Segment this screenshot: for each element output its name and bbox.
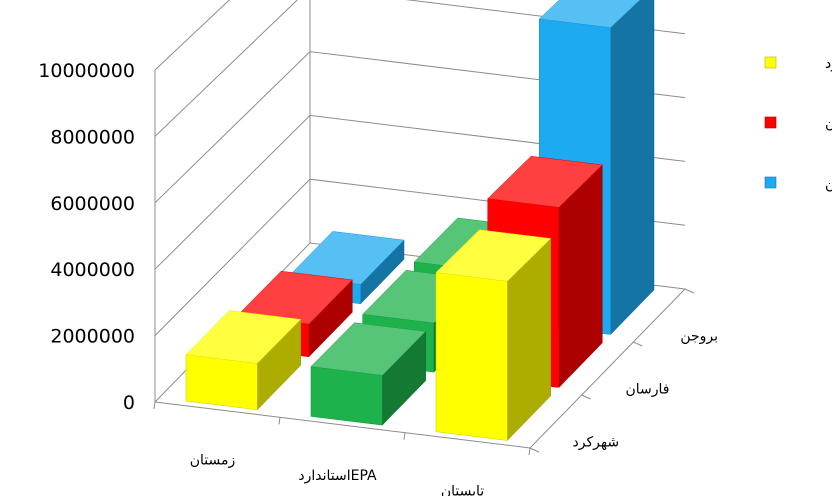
depth-tick	[684, 288, 695, 294]
y-tick-label: 6000000	[50, 193, 135, 215]
legend-swatch	[764, 176, 777, 189]
depth-tick	[633, 341, 643, 347]
x-tick	[528, 447, 531, 456]
x-tick	[153, 401, 156, 410]
depth-axis-categories: شهرکرد فارسان بروجن	[573, 329, 718, 451]
x-tick	[403, 432, 406, 440]
y-tick-label: 2000000	[50, 326, 135, 348]
bar: شهرکرد / تابستان: 4800000	[435, 229, 552, 442]
y-axis-ticks: 0 2000000 4000000 6000000 8000000 10000000	[38, 60, 135, 414]
depth-tick	[581, 394, 591, 400]
legend: شهرکرد فارسان بروجن	[764, 56, 832, 192]
depth-category-label: بروجن	[680, 329, 718, 345]
x-category-label: تابستان	[441, 483, 484, 496]
x-category-label: زمستان	[190, 453, 236, 469]
legend-item: فارسان	[764, 116, 832, 132]
depth-category-label: شهرکرد	[573, 435, 620, 451]
y-tick-label: 8000000	[50, 126, 135, 148]
x-category-label: EPAاستاندارد	[298, 468, 377, 484]
x-axis-categories: زمستان EPAاستاندارد تابستان	[190, 453, 485, 496]
bar: شهرکرد / زمستان: 1400000	[185, 310, 302, 411]
legend-swatch	[764, 56, 777, 69]
x-tick	[278, 417, 281, 425]
legend-item: شهرکرد	[764, 56, 832, 72]
legend-label: شهرکرد	[825, 56, 832, 72]
y-tick-label: 0	[123, 392, 135, 414]
legend-label: بروجن	[825, 176, 832, 192]
legend-swatch	[764, 116, 777, 129]
y-tick-label: 10000000	[38, 60, 135, 82]
legend-label: فارسان	[825, 116, 832, 132]
axes	[153, 0, 695, 456]
legend-item: بروجن	[764, 176, 832, 192]
y-tick-label: 4000000	[50, 259, 135, 281]
depth-category-label: فارسان	[626, 382, 670, 398]
gridline	[154, 0, 231, 71]
depth-tick	[529, 447, 540, 453]
bar: شهرکرد / EPAاستاندارد: 1500000	[310, 322, 427, 426]
bars: بروجن / زمستان: 600000بروجن / EPAاستاندا…	[185, 0, 655, 442]
